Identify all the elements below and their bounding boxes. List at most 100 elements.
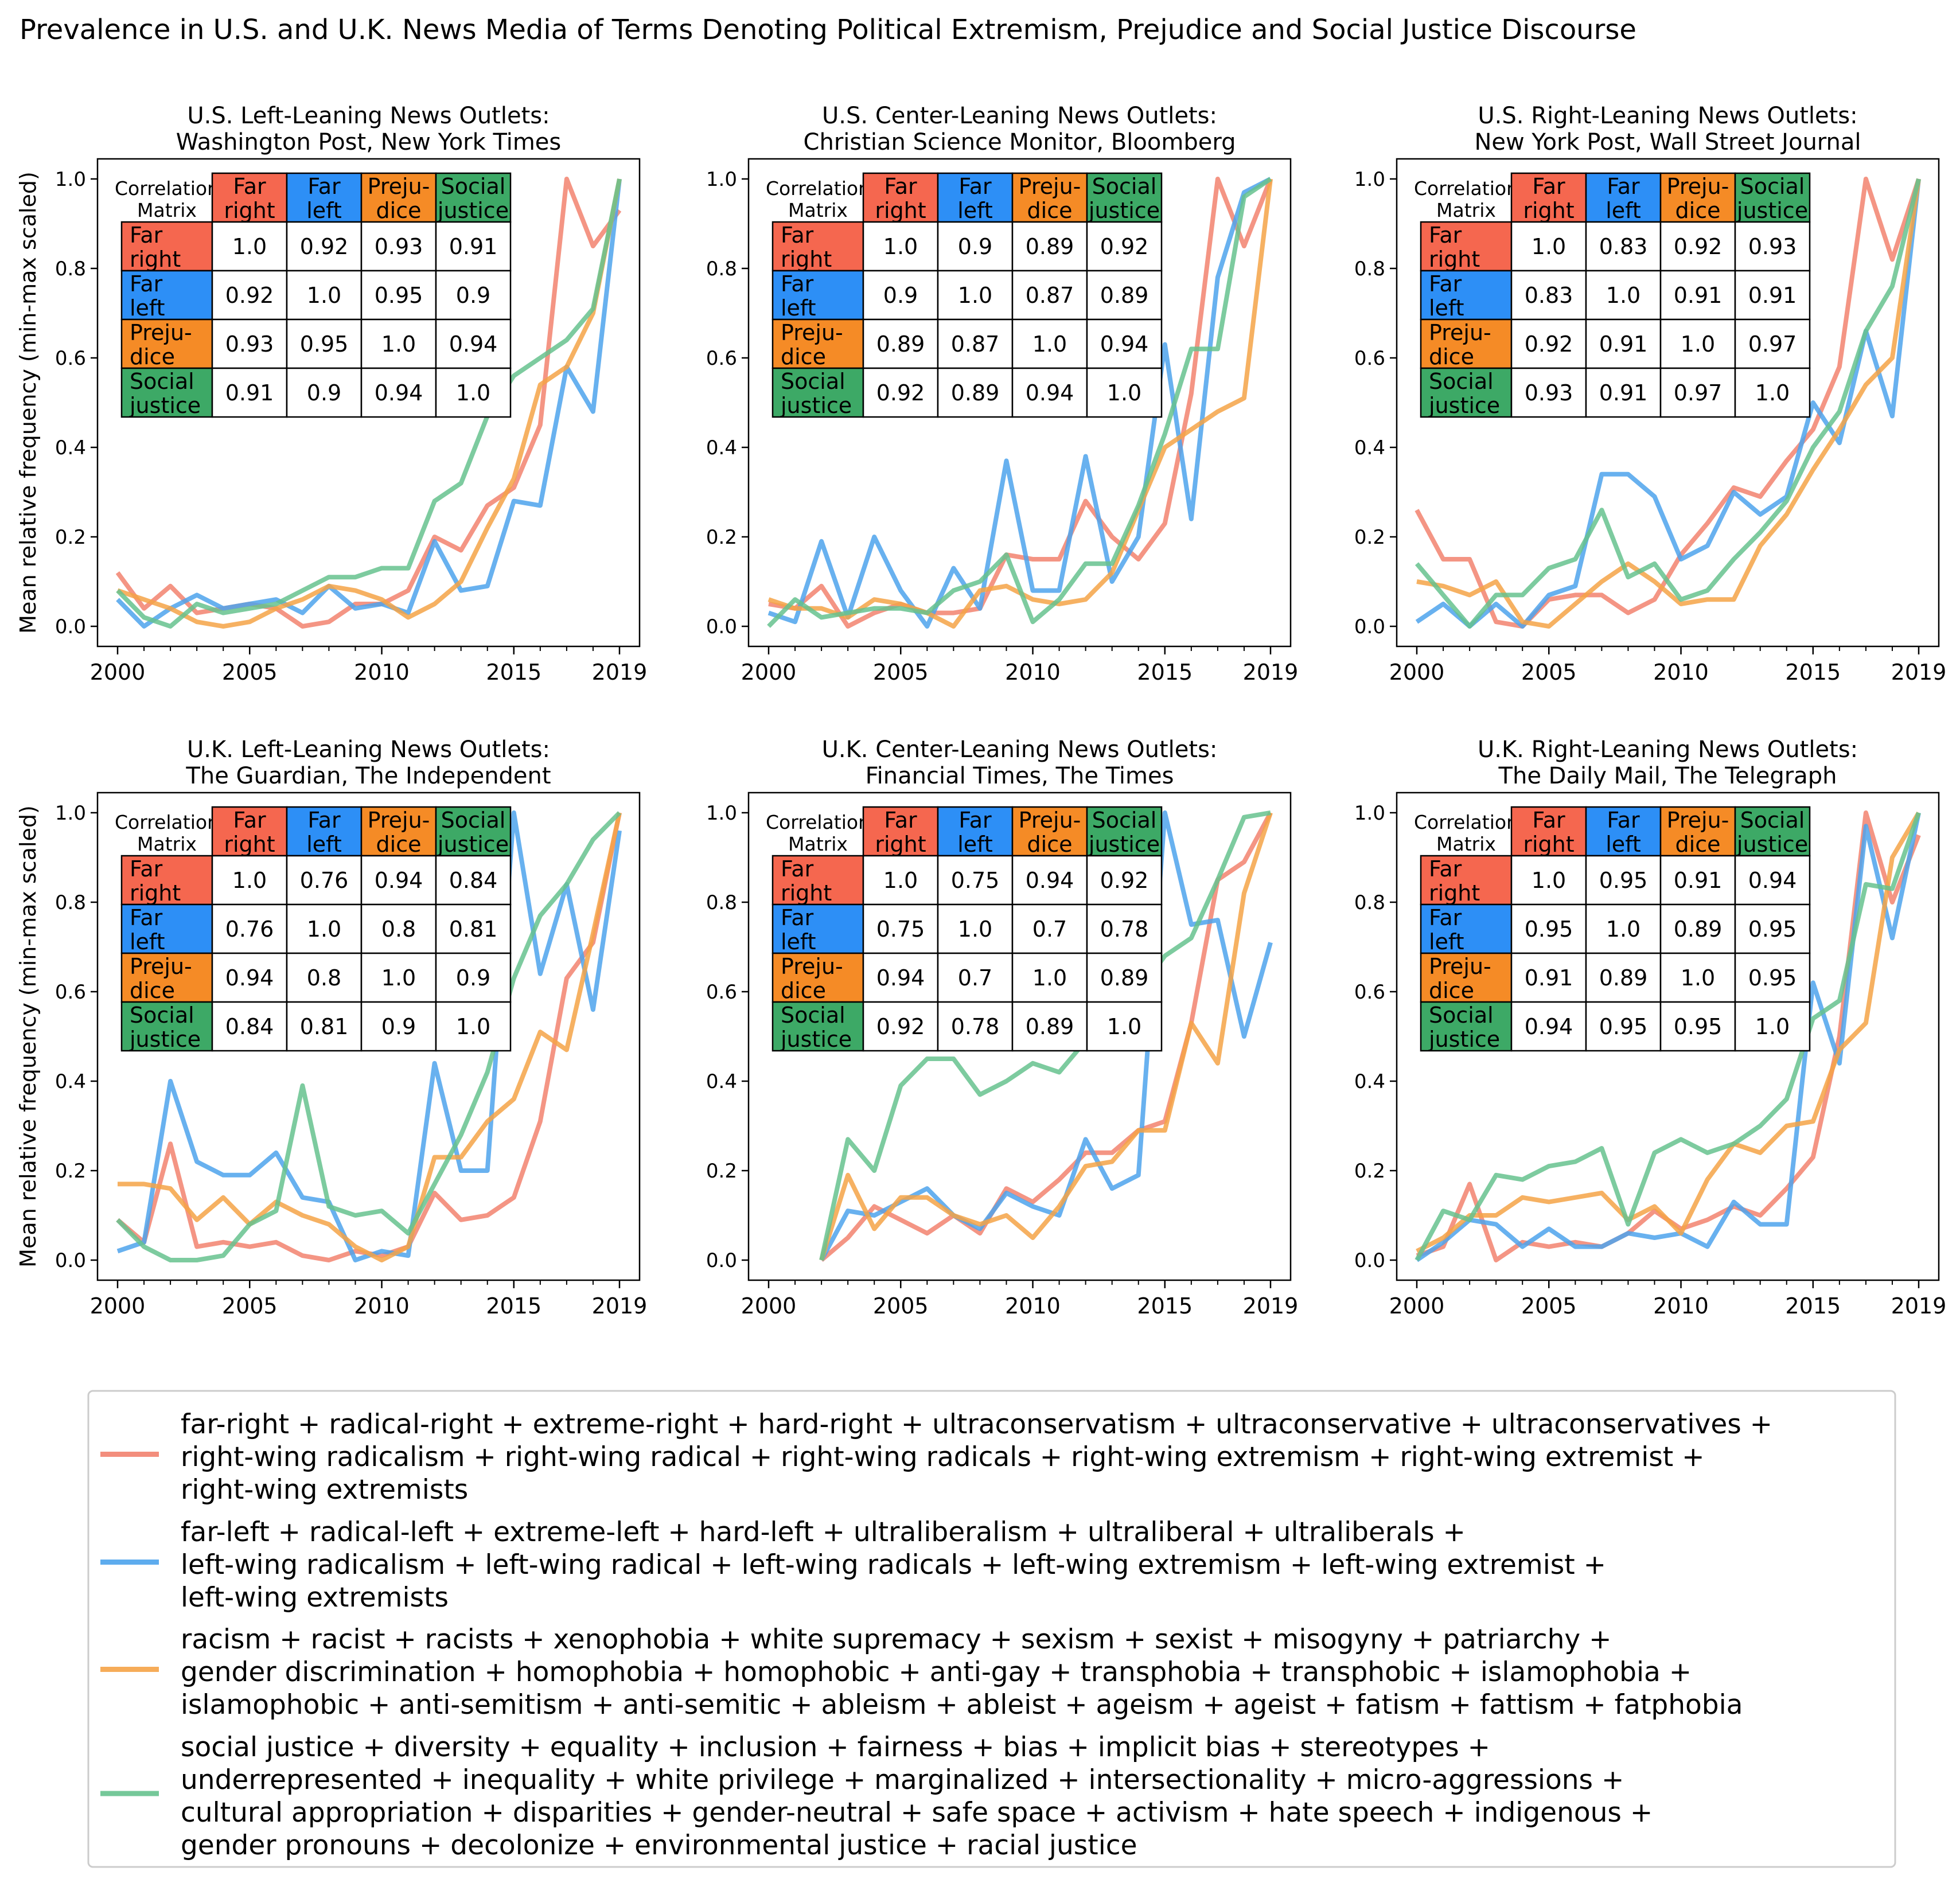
matrix-cell: [360, 1001, 437, 1052]
matrix-col-header-label: Far: [884, 808, 917, 833]
y-tick-label: 1.0: [1354, 168, 1385, 191]
matrix-col-header-label: Far: [307, 808, 341, 833]
x-tick-label: 2010: [1005, 660, 1061, 685]
y-tick-label: 0.6: [1354, 981, 1385, 1004]
matrix-cell-value: 0.92: [1100, 868, 1149, 893]
matrix-col-header-label: Far: [233, 808, 266, 833]
matrix-cell-value: 0.95: [1599, 868, 1648, 893]
matrix-cell: [360, 318, 437, 369]
matrix-cell: [360, 221, 437, 272]
y-tick-label: 1.0: [55, 168, 86, 191]
legend-box: [87, 1390, 1896, 1868]
matrix-cell-value: 0.92: [1674, 234, 1723, 259]
matrix-cell-value: 0.94: [1525, 1014, 1573, 1039]
matrix-row-header-label: justice: [129, 393, 201, 418]
matrix-row-header-label: Social: [781, 369, 845, 394]
matrix-row-header: [120, 221, 213, 272]
matrix-row-header-label: Social: [130, 369, 194, 394]
correlation-matrix: CorrelationMatrixFarrightFarleftPreju-di…: [766, 172, 1163, 418]
matrix-cell: [1510, 367, 1587, 418]
x-tick-label: 2015: [1137, 660, 1193, 685]
matrix-cell: [360, 952, 437, 1003]
matrix-cell: [1585, 952, 1662, 1003]
matrix-cell: [1510, 952, 1587, 1003]
y-tick-label: 0.4: [1354, 1070, 1385, 1093]
matrix-row-header-label: Far: [130, 271, 163, 297]
x-tick-label: 2005: [222, 1293, 278, 1319]
matrix-row-header-label: Far: [1429, 856, 1462, 882]
y-axis-label: Mean relative frequency (min-max scaled): [15, 805, 41, 1268]
matrix-row-header-label: Preju-: [781, 320, 843, 345]
matrix-row-header-label: left: [781, 929, 816, 954]
matrix-cell: [1659, 1001, 1736, 1052]
series-line-far-right: [768, 177, 1273, 629]
matrix-cell-value: 0.78: [1100, 917, 1149, 942]
y-tick-label: 0.8: [1354, 891, 1385, 914]
matrix-cell-value: 0.92: [1525, 332, 1573, 357]
legend-entry-social-justice: social justice + diversity + equality + …: [100, 1732, 1653, 1861]
legend-text-line: right-wing radicalism + right-wing radic…: [181, 1441, 1705, 1473]
matrix-cell-value: 1.0: [1032, 965, 1067, 991]
matrix-corner-label: Matrix: [1436, 199, 1496, 221]
matrix-cell-value: 1.0: [1755, 1014, 1790, 1039]
matrix-cell: [1585, 270, 1662, 321]
y-tick-label: 1.0: [706, 802, 737, 825]
series-line-prejudice: [819, 812, 1273, 1261]
legend-text-line: right-wing extremists: [181, 1474, 468, 1506]
x-tick-label: 2010: [354, 1293, 410, 1319]
matrix-row-header-label: Far: [130, 905, 163, 930]
matrix-col-header-label: Social: [1740, 174, 1805, 199]
series-line-social-justice: [767, 177, 1272, 628]
matrix-cell-value: 0.89: [1599, 965, 1648, 991]
legend-text-line: far-right + radical-right + extreme-righ…: [181, 1409, 1772, 1440]
matrix-cell: [862, 270, 939, 321]
correlation-matrix: CorrelationMatrixFarrightFarleftPreju-di…: [1414, 172, 1811, 418]
matrix-cell: [862, 318, 939, 369]
matrix-col-header-label: justice: [1088, 832, 1160, 857]
matrix-cell: [1734, 1001, 1811, 1052]
x-tick-label: 2000: [1389, 660, 1445, 685]
matrix-col-header: [360, 172, 437, 223]
matrix-cell-value: 0.97: [1674, 380, 1723, 406]
matrix-cell-value: 0.75: [951, 868, 1000, 893]
matrix-corner-label: Correlation: [115, 177, 219, 200]
matrix-row-header-label: dice: [130, 344, 175, 369]
matrix-col-header-label: right: [1523, 198, 1574, 223]
matrix-cell-value: 0.78: [951, 1014, 1000, 1039]
subplot-subtitle: The Daily Mail, The Telegraph: [1498, 763, 1837, 789]
legend-text-line: cultural appropriation + disparities + g…: [181, 1797, 1653, 1829]
matrix-col-header-label: right: [224, 198, 275, 223]
matrix-col-header-label: dice: [376, 832, 422, 857]
matrix-cell-value: 0.76: [300, 868, 349, 893]
matrix-col-header: [862, 172, 939, 223]
matrix-cell-value: 1.0: [1532, 234, 1566, 259]
matrix-cell-value: 0.94: [375, 380, 423, 406]
x-tick-label: 2000: [741, 1293, 797, 1319]
legend-text-line: gender discrimination + homophobia + hom…: [181, 1656, 1692, 1688]
matrix-col-header-label: dice: [1675, 832, 1721, 857]
legend-entry-far-right: far-right + radical-right + extreme-righ…: [100, 1409, 1772, 1506]
matrix-row-header-label: Far: [781, 856, 814, 882]
matrix-col-header: [435, 806, 512, 857]
matrix-cell: [1659, 270, 1736, 321]
matrix-cell-value: 0.92: [300, 234, 349, 259]
matrix-cell-value: 0.95: [1525, 917, 1573, 942]
matrix-col-header-label: Social: [1092, 808, 1157, 833]
matrix-cell: [862, 903, 939, 954]
matrix-col-header-label: Far: [958, 808, 992, 833]
matrix-row-header: [771, 1001, 864, 1052]
matrix-row-header: [120, 1001, 213, 1052]
y-axis-label: Mean relative frequency (min-max scaled): [15, 171, 41, 634]
matrix-col-header: [1659, 806, 1736, 857]
matrix-cell: [1086, 270, 1163, 321]
matrix-cell-value: 1.0: [307, 917, 341, 942]
y-tick-label: 0.2: [55, 1160, 86, 1183]
matrix-cell-value: 0.94: [1026, 380, 1074, 406]
matrix-cell-value: 0.8: [381, 917, 416, 942]
x-tick-label: 2019: [1891, 660, 1947, 685]
matrix-cell-value: 0.94: [1748, 868, 1797, 893]
matrix-row-header-label: Social: [1429, 369, 1494, 394]
y-tick-label: 0.2: [706, 1160, 737, 1183]
matrix-cell-value: 0.93: [225, 332, 274, 357]
matrix-cell: [1585, 318, 1662, 369]
